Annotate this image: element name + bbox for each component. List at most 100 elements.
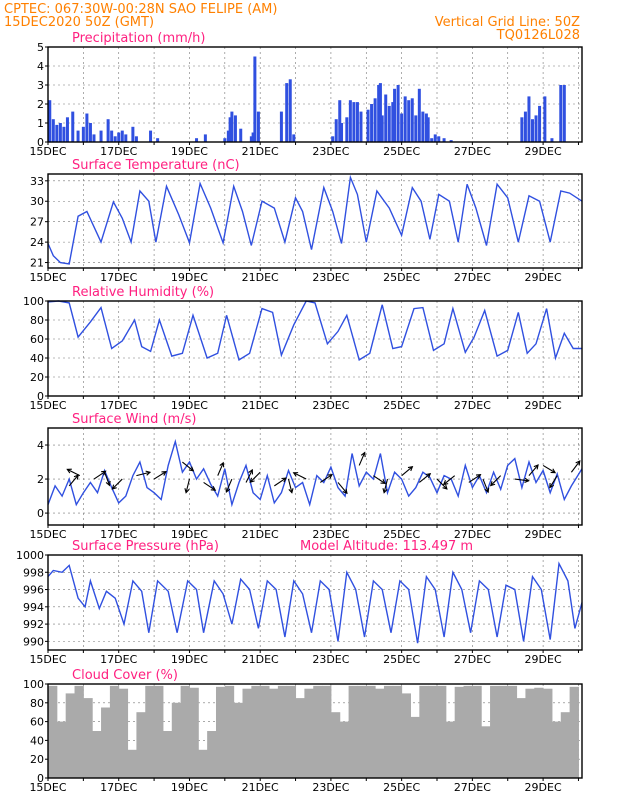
wind-arrow-shaft (468, 474, 481, 483)
cloud-bar (348, 685, 358, 778)
x-tick-label: 27DEC (454, 271, 491, 284)
precip-bar (359, 111, 363, 142)
precip-bar (433, 134, 437, 142)
precip-bar (285, 83, 289, 142)
x-tick-label: 19DEC (171, 781, 208, 794)
cloud-bar (269, 688, 279, 778)
cloud-bar (472, 685, 482, 778)
precip-bar (203, 134, 207, 142)
precip-bar (340, 123, 344, 142)
precip-bar (559, 85, 563, 142)
header-grid-line: Vertical Grid Line: 50Z (435, 15, 580, 30)
x-tick-label: 19DEC (171, 145, 208, 158)
precip-bar (62, 126, 66, 142)
wind-arrow-shaft (287, 478, 293, 493)
cloud-bar (207, 731, 217, 778)
cloud-bar (48, 685, 58, 778)
cloud-bar (295, 698, 305, 778)
precip-bar (331, 136, 335, 142)
cloud-bar (65, 693, 76, 778)
precip-bar (345, 117, 349, 142)
panel-title: Surface Wind (m/s) (72, 412, 196, 427)
wind-arrow-shaft (225, 478, 233, 493)
series-line (47, 300, 582, 361)
precip-bar (48, 100, 52, 142)
x-tick-label: 23DEC (312, 653, 349, 666)
y-tick-label: 0 (37, 390, 44, 403)
precip-bar (85, 113, 89, 142)
cloud-bar (180, 685, 190, 778)
panel-title: Relative Humidity (%) (72, 285, 214, 300)
wind-arrow-shaft (358, 452, 366, 466)
precip-bar (391, 102, 395, 142)
precip-bar (550, 138, 554, 142)
x-tick-label: 25DEC (383, 653, 420, 666)
x-tick-label: 19DEC (171, 399, 208, 412)
x-tick-label: 27DEC (454, 528, 491, 541)
precip-bar (249, 136, 253, 142)
precip-bar (396, 85, 400, 142)
cloud-bar (357, 685, 367, 778)
x-tick-label: 21DEC (242, 399, 279, 412)
wind-arrow-shaft (104, 472, 111, 486)
wind-arrow-head (342, 488, 348, 495)
y-tick-label: 1 (37, 117, 44, 130)
precip-bar (256, 111, 260, 142)
precip-bar (407, 100, 411, 142)
precip-bar (373, 98, 377, 142)
precip-bar (377, 85, 381, 142)
y-tick-label: 4 (37, 439, 44, 452)
cloud-bar (543, 688, 553, 778)
precip-bar (226, 130, 230, 142)
precip-bar (110, 130, 114, 142)
wind-arrow-shaft (443, 475, 456, 485)
series-line (47, 561, 583, 644)
y-tick-label: 992 (23, 618, 44, 631)
wind-arrow-head (288, 488, 294, 494)
precip-bar (534, 115, 538, 142)
precip-bar (449, 140, 453, 142)
x-tick-label: 29DEC (525, 271, 562, 284)
wind-arrow-shaft (319, 474, 333, 483)
x-tick-label: 19DEC (171, 271, 208, 284)
precip-bar (117, 132, 121, 142)
wind-arrow-head (184, 488, 190, 494)
wind-arrow-shaft (274, 477, 287, 487)
x-tick-label: 15DEC (29, 399, 66, 412)
wind-arrow-shaft (528, 464, 539, 477)
cloud-bar (560, 712, 571, 778)
series-line (47, 174, 583, 265)
wind-arrow-shaft (203, 481, 216, 491)
cloud-bar (445, 721, 456, 778)
x-tick-label: 15DEC (29, 653, 66, 666)
cloud-bar (322, 685, 332, 778)
x-tick-label: 15DEC (29, 271, 66, 284)
x-tick-label: 23DEC (312, 399, 349, 412)
wind-arrow-head (249, 477, 255, 483)
y-tick-label: 24 (30, 236, 44, 249)
x-tick-label: 21DEC (242, 528, 279, 541)
cloud-bar (428, 685, 438, 778)
wind-arrow-head (111, 484, 117, 490)
y-tick-label: 33 (30, 175, 44, 188)
panels-group: 0 1 2 3 4 5 15DEC 17DEC 19DEC 21DEC 23DEC 25DEC 27DE… (16, 31, 583, 794)
cloud-bar (136, 712, 146, 778)
wind-arrow-head (575, 460, 581, 466)
cloud-bar (463, 685, 473, 778)
wind-arrow-shaft (401, 466, 413, 477)
precip-bar (417, 88, 421, 142)
y-tick-label: 80 (30, 697, 44, 710)
x-tick-label: 25DEC (383, 399, 420, 412)
precip-bar (99, 130, 103, 142)
precip-bar (414, 115, 418, 142)
x-tick-label: 25DEC (383, 528, 420, 541)
x-tick-label: 29DEC (525, 145, 562, 158)
wind-arrow-shaft (93, 470, 106, 480)
precip-bar (131, 126, 135, 142)
panel-title: Surface Temperature (nC) (72, 158, 240, 173)
x-tick-label: 17DEC (100, 271, 137, 284)
wind-arrow-head (524, 477, 530, 483)
precip-bar (81, 126, 85, 142)
x-tick-label: 23DEC (312, 781, 349, 794)
precip-bar (92, 134, 96, 142)
